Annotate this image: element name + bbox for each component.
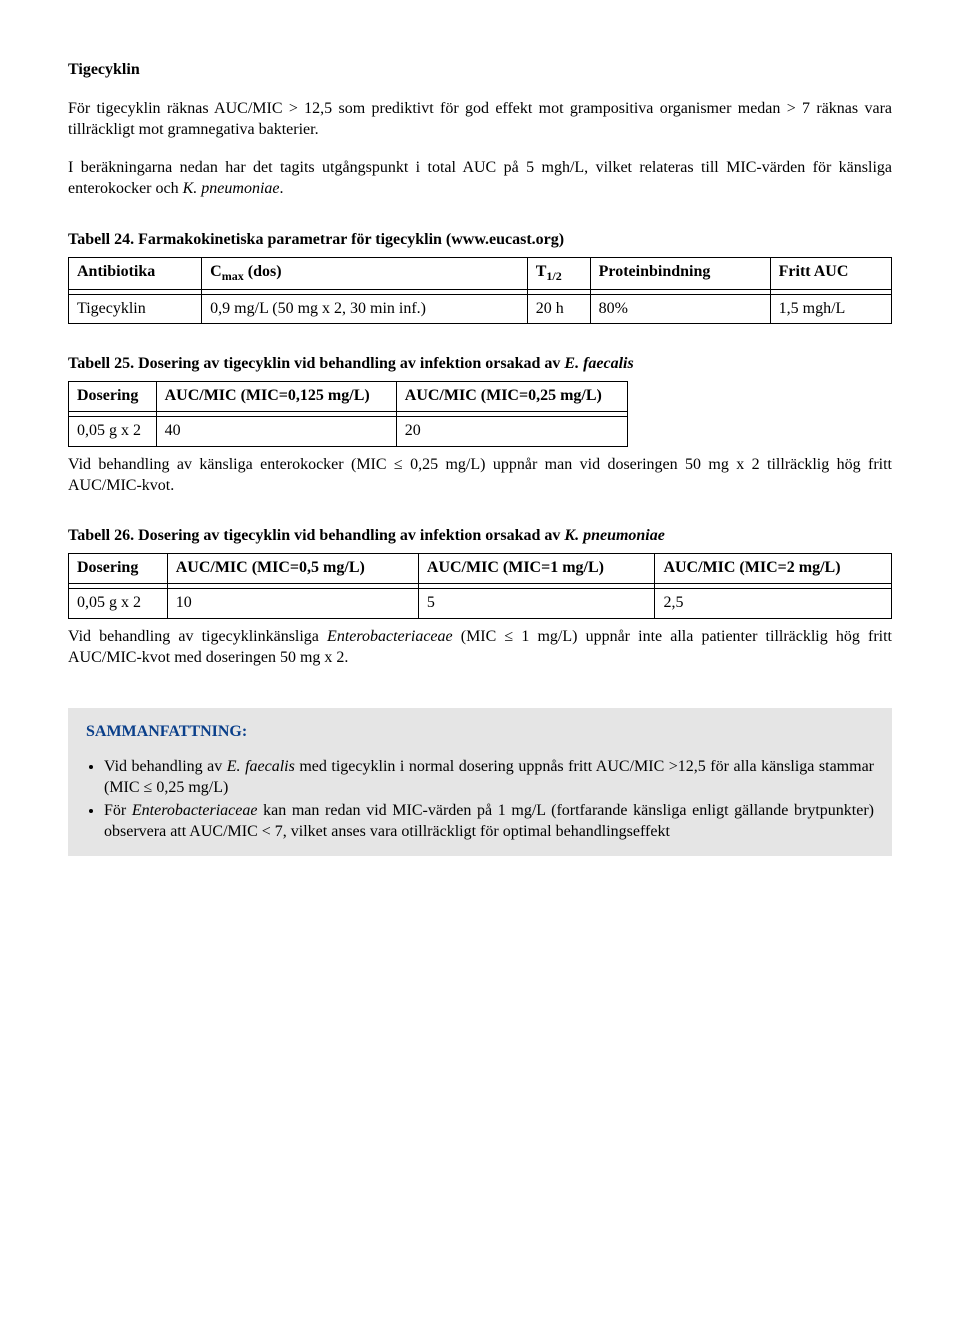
table25-caption: Tabell 25. Dosering av tigecyklin vid be… xyxy=(68,354,892,375)
table26-r1c4: 2,5 xyxy=(655,588,892,618)
table24-h2: Cmax (dos) xyxy=(202,257,528,289)
table26-r1c3: 5 xyxy=(418,588,655,618)
table25-h2: AUC/MIC (MIC=0,125 mg/L) xyxy=(156,382,396,412)
table24-h3a: T xyxy=(536,263,547,280)
table25-r1c1: 0,05 g x 2 xyxy=(69,416,157,446)
table24-h2sub: max xyxy=(222,269,244,283)
summary-title: SAMMANFATTNING: xyxy=(86,722,874,743)
table26-row1: 0,05 g x 2 10 5 2,5 xyxy=(69,588,892,618)
table26-caption-a: Tabell 26. Dosering av tigecyklin vid be… xyxy=(68,527,564,544)
table25-note: Vid behandling av känsliga enterokocker … xyxy=(68,455,892,497)
table24-h2b: (dos) xyxy=(244,263,282,280)
table24-r1c3: 20 h xyxy=(527,294,590,324)
intro-p2-species: K. pneumoniae xyxy=(183,180,280,197)
table26-h2: AUC/MIC (MIC=0,5 mg/L) xyxy=(167,554,418,584)
table25-h3: AUC/MIC (MIC=0,25 mg/L) xyxy=(396,382,628,412)
page-title: Tigecyklin xyxy=(68,60,892,81)
table26-note-a: Vid behandling av tigecyklinkänsliga xyxy=(68,628,327,645)
table26-h4: AUC/MIC (MIC=2 mg/L) xyxy=(655,554,892,584)
table24-caption: Tabell 24. Farmakokinetiska parametrar f… xyxy=(68,230,892,251)
table24-header-row: Antibiotika Cmax (dos) T1/2 Proteinbindn… xyxy=(69,257,892,289)
table24-r1c5: 1,5 mgh/L xyxy=(770,294,891,324)
table24-h1: Antibiotika xyxy=(69,257,202,289)
table24-r1c2: 0,9 mg/L (50 mg x 2, 30 min inf.) xyxy=(202,294,528,324)
intro-p2-text-b: . xyxy=(279,180,283,197)
table24-r1c1: Tigecyklin xyxy=(69,294,202,324)
table25-h1: Dosering xyxy=(69,382,157,412)
table25-r1c2: 40 xyxy=(156,416,396,446)
intro-paragraph-1: För tigecyklin räknas AUC/MIC > 12,5 som… xyxy=(68,99,892,141)
table24-h3sub: 1/2 xyxy=(546,269,561,283)
table25-block: Tabell 25. Dosering av tigecyklin vid be… xyxy=(68,354,892,496)
table24: Antibiotika Cmax (dos) T1/2 Proteinbindn… xyxy=(68,257,892,325)
table25: Dosering AUC/MIC (MIC=0,125 mg/L) AUC/MI… xyxy=(68,381,628,447)
summary-list: Vid behandling av E. faecalis med tigecy… xyxy=(104,757,874,842)
summary-box: SAMMANFATTNING: Vid behandling av E. fae… xyxy=(68,708,892,856)
table24-r1c4: 80% xyxy=(590,294,770,324)
table26-header-row: Dosering AUC/MIC (MIC=0,5 mg/L) AUC/MIC … xyxy=(69,554,892,584)
summary-item1-species: E. faecalis xyxy=(227,758,295,775)
table26-r1c1: 0,05 g x 2 xyxy=(69,588,168,618)
table26: Dosering AUC/MIC (MIC=0,5 mg/L) AUC/MIC … xyxy=(68,553,892,619)
table26-note-species: Enterobacteriaceae xyxy=(327,628,453,645)
table26-h3: AUC/MIC (MIC=1 mg/L) xyxy=(418,554,655,584)
table25-caption-a: Tabell 25. Dosering av tigecyklin vid be… xyxy=(68,355,564,372)
table24-h5: Fritt AUC xyxy=(770,257,891,289)
table26-note: Vid behandling av tigecyklinkänsliga Ent… xyxy=(68,627,892,669)
table26-caption-species: K. pneumoniae xyxy=(564,527,664,544)
table25-header-row: Dosering AUC/MIC (MIC=0,125 mg/L) AUC/MI… xyxy=(69,382,628,412)
table24-row1: Tigecyklin 0,9 mg/L (50 mg x 2, 30 min i… xyxy=(69,294,892,324)
table26-h1: Dosering xyxy=(69,554,168,584)
table24-h2a: C xyxy=(210,263,222,280)
summary-item2-species: Enterobacteriaceae xyxy=(132,802,258,819)
intro-paragraph-2: I beräkningarna nedan har det tagits utg… xyxy=(68,158,892,200)
table26-block: Tabell 26. Dosering av tigecyklin vid be… xyxy=(68,526,892,668)
table26-caption: Tabell 26. Dosering av tigecyklin vid be… xyxy=(68,526,892,547)
table24-h3: T1/2 xyxy=(527,257,590,289)
summary-item-1: Vid behandling av E. faecalis med tigecy… xyxy=(104,757,874,799)
table25-caption-species: E. faecalis xyxy=(564,355,633,372)
table26-r1c2: 10 xyxy=(167,588,418,618)
table25-row1: 0,05 g x 2 40 20 xyxy=(69,416,628,446)
table24-h4: Proteinbindning xyxy=(590,257,770,289)
table24-block: Tabell 24. Farmakokinetiska parametrar f… xyxy=(68,230,892,324)
summary-item2-a: För xyxy=(104,802,132,819)
summary-item-2: För Enterobacteriaceae kan man redan vid… xyxy=(104,801,874,843)
table25-r1c3: 20 xyxy=(396,416,628,446)
summary-item1-a: Vid behandling av xyxy=(104,758,227,775)
